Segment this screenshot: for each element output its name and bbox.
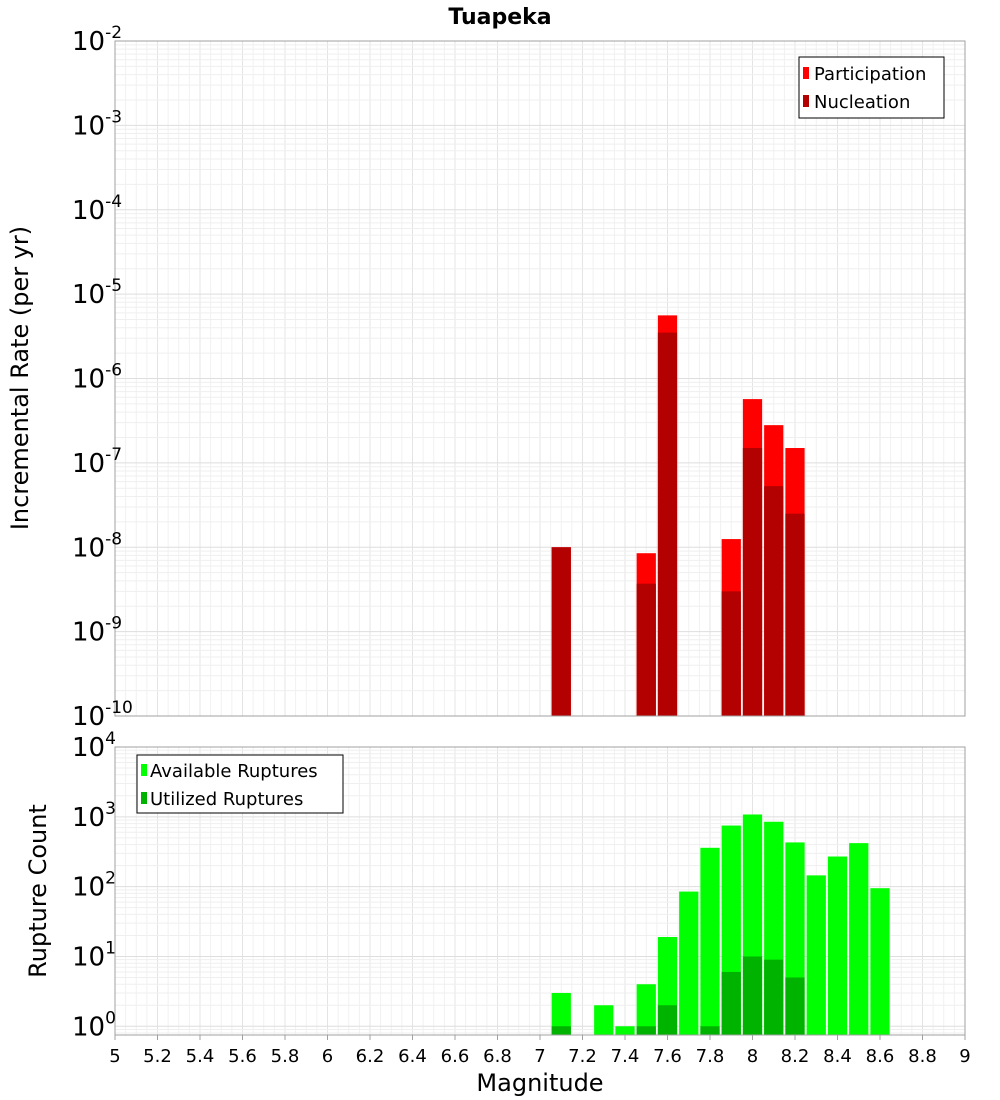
count-bar-utilized-ruptures [700,1026,720,1035]
count-grid [114,746,966,1035]
x-tick-label: 6.2 [356,1046,385,1067]
x-tick-label: 5.2 [143,1046,172,1067]
count-bar-available-ruptures [870,888,890,1035]
x-tick-label: 5.4 [186,1046,215,1067]
count-bar-utilized-ruptures [657,1005,678,1035]
count-bar-utilized-ruptures [764,959,784,1035]
count-bar-utilized-ruptures [636,1026,656,1035]
x-tick-label: 7.6 [653,1046,682,1067]
count-bar-available-ruptures [594,1005,614,1035]
rate-bar-nucleation [721,591,741,716]
count-bar-available-ruptures [636,984,656,1035]
legend-label-participation: Participation [814,64,926,85]
rate-bar-nucleation [636,583,656,716]
legend-label-available-ruptures: Available Ruptures [150,761,318,782]
rate-grid [114,40,966,717]
x-tick-label: 8.4 [823,1046,852,1067]
x-tick-label: 7.8 [696,1046,725,1067]
x-tick-labels: 5 5.2 5.4 5.6 5.8 6 6.2 6.4 6.6 6.8 7 7.2 7.4 7.6 7.8 8… [109,1035,971,1067]
count-bars [551,814,890,1035]
x-tick-label: 8.2 [781,1046,810,1067]
y-tick-label: 10-5 [72,276,122,310]
x-tick-label: 7.2 [568,1046,597,1067]
y-tick-label: 10-9 [72,614,122,648]
count-y-tick-labels: 100 101 102 103 104 [72,729,116,1042]
legend-swatch-utilized-ruptures [141,792,147,804]
count-bar-utilized-ruptures [742,956,763,1035]
chart-title: Tuapeka [448,5,551,30]
x-tick-label: 7 [534,1046,545,1067]
count-panel: 100 101 102 103 104 5 5.2 5.4 5.6 5.8 6 6.2 6.4 6.6 6… [24,729,971,1097]
x-tick-label: 5.8 [271,1046,300,1067]
count-bar-available-ruptures [806,875,826,1035]
count-bar-utilized-ruptures [551,1026,571,1035]
x-tick-label: 7.4 [611,1046,640,1067]
legend-swatch-nucleation [803,95,809,107]
x-tick-label: 6.6 [441,1046,470,1067]
rate-bar-nucleation [742,448,763,716]
rate-bar-nucleation [785,513,805,716]
rate-bar-nucleation [764,486,784,716]
count-bar-available-ruptures [827,856,848,1035]
count-bar-available-ruptures [615,1026,635,1035]
x-axis-label: Magnitude [476,1069,603,1097]
x-tick-label: 8.8 [908,1046,937,1067]
legend-label-utilized-ruptures: Utilized Ruptures [150,789,303,810]
y-tick-label: 10-10 [72,698,133,732]
x-tick-label: 6 [322,1046,333,1067]
y-tick-label: 10-6 [72,361,122,395]
x-tick-label: 8 [747,1046,758,1067]
x-tick-label: 9 [959,1046,970,1067]
y-tick-label: 10-4 [72,192,122,226]
x-tick-label: 6.8 [483,1046,512,1067]
rate-legend: Participation Nucleation [798,56,945,119]
count-bar-available-ruptures [679,891,699,1035]
legend-swatch-participation [803,67,809,79]
count-legend: Available Ruptures Utilized Ruptures [136,754,344,814]
rate-bars [551,315,805,716]
rate-y-tick-labels: 10-10 10-9 10-8 10-7 10-6 10-5 10-4 10-3 10-2 [72,23,133,732]
rate-plot-frame [114,40,966,717]
count-bar-available-ruptures [849,843,869,1035]
x-tick-label: 5.6 [228,1046,257,1067]
legend-label-nucleation: Nucleation [814,92,910,113]
y-tick-label: 10-2 [72,23,122,57]
rate-panel: 10-10 10-9 10-8 10-7 10-6 10-5 10-4 10-3 10-2 In… [6,23,966,732]
rate-bar-nucleation [657,332,678,716]
x-tick-label: 5 [109,1046,120,1067]
y-tick-label: 10-8 [72,529,122,563]
rate-y-axis-label: Incremental Rate (per yr) [6,226,34,530]
y-tick-label: 103 [72,799,116,833]
count-legend-box [136,754,344,814]
y-tick-label: 10-3 [72,107,122,141]
x-tick-label: 8.6 [866,1046,895,1067]
count-bar-available-ruptures [551,992,571,1035]
y-tick-label: 100 [72,1008,116,1042]
count-bar-utilized-ruptures [785,977,805,1035]
count-y-axis-label: Rupture Count [24,804,52,978]
y-tick-label: 104 [72,729,116,763]
rate-bar-nucleation [551,547,571,716]
y-tick-label: 101 [72,938,116,972]
x-tick-label: 6.4 [398,1046,427,1067]
legend-swatch-available-ruptures [141,764,147,776]
y-tick-label: 10-7 [72,445,122,479]
count-bar-utilized-ruptures [721,971,741,1035]
y-tick-label: 102 [72,869,116,903]
rate-legend-box [798,56,945,119]
count-bar-available-ruptures [700,847,720,1035]
